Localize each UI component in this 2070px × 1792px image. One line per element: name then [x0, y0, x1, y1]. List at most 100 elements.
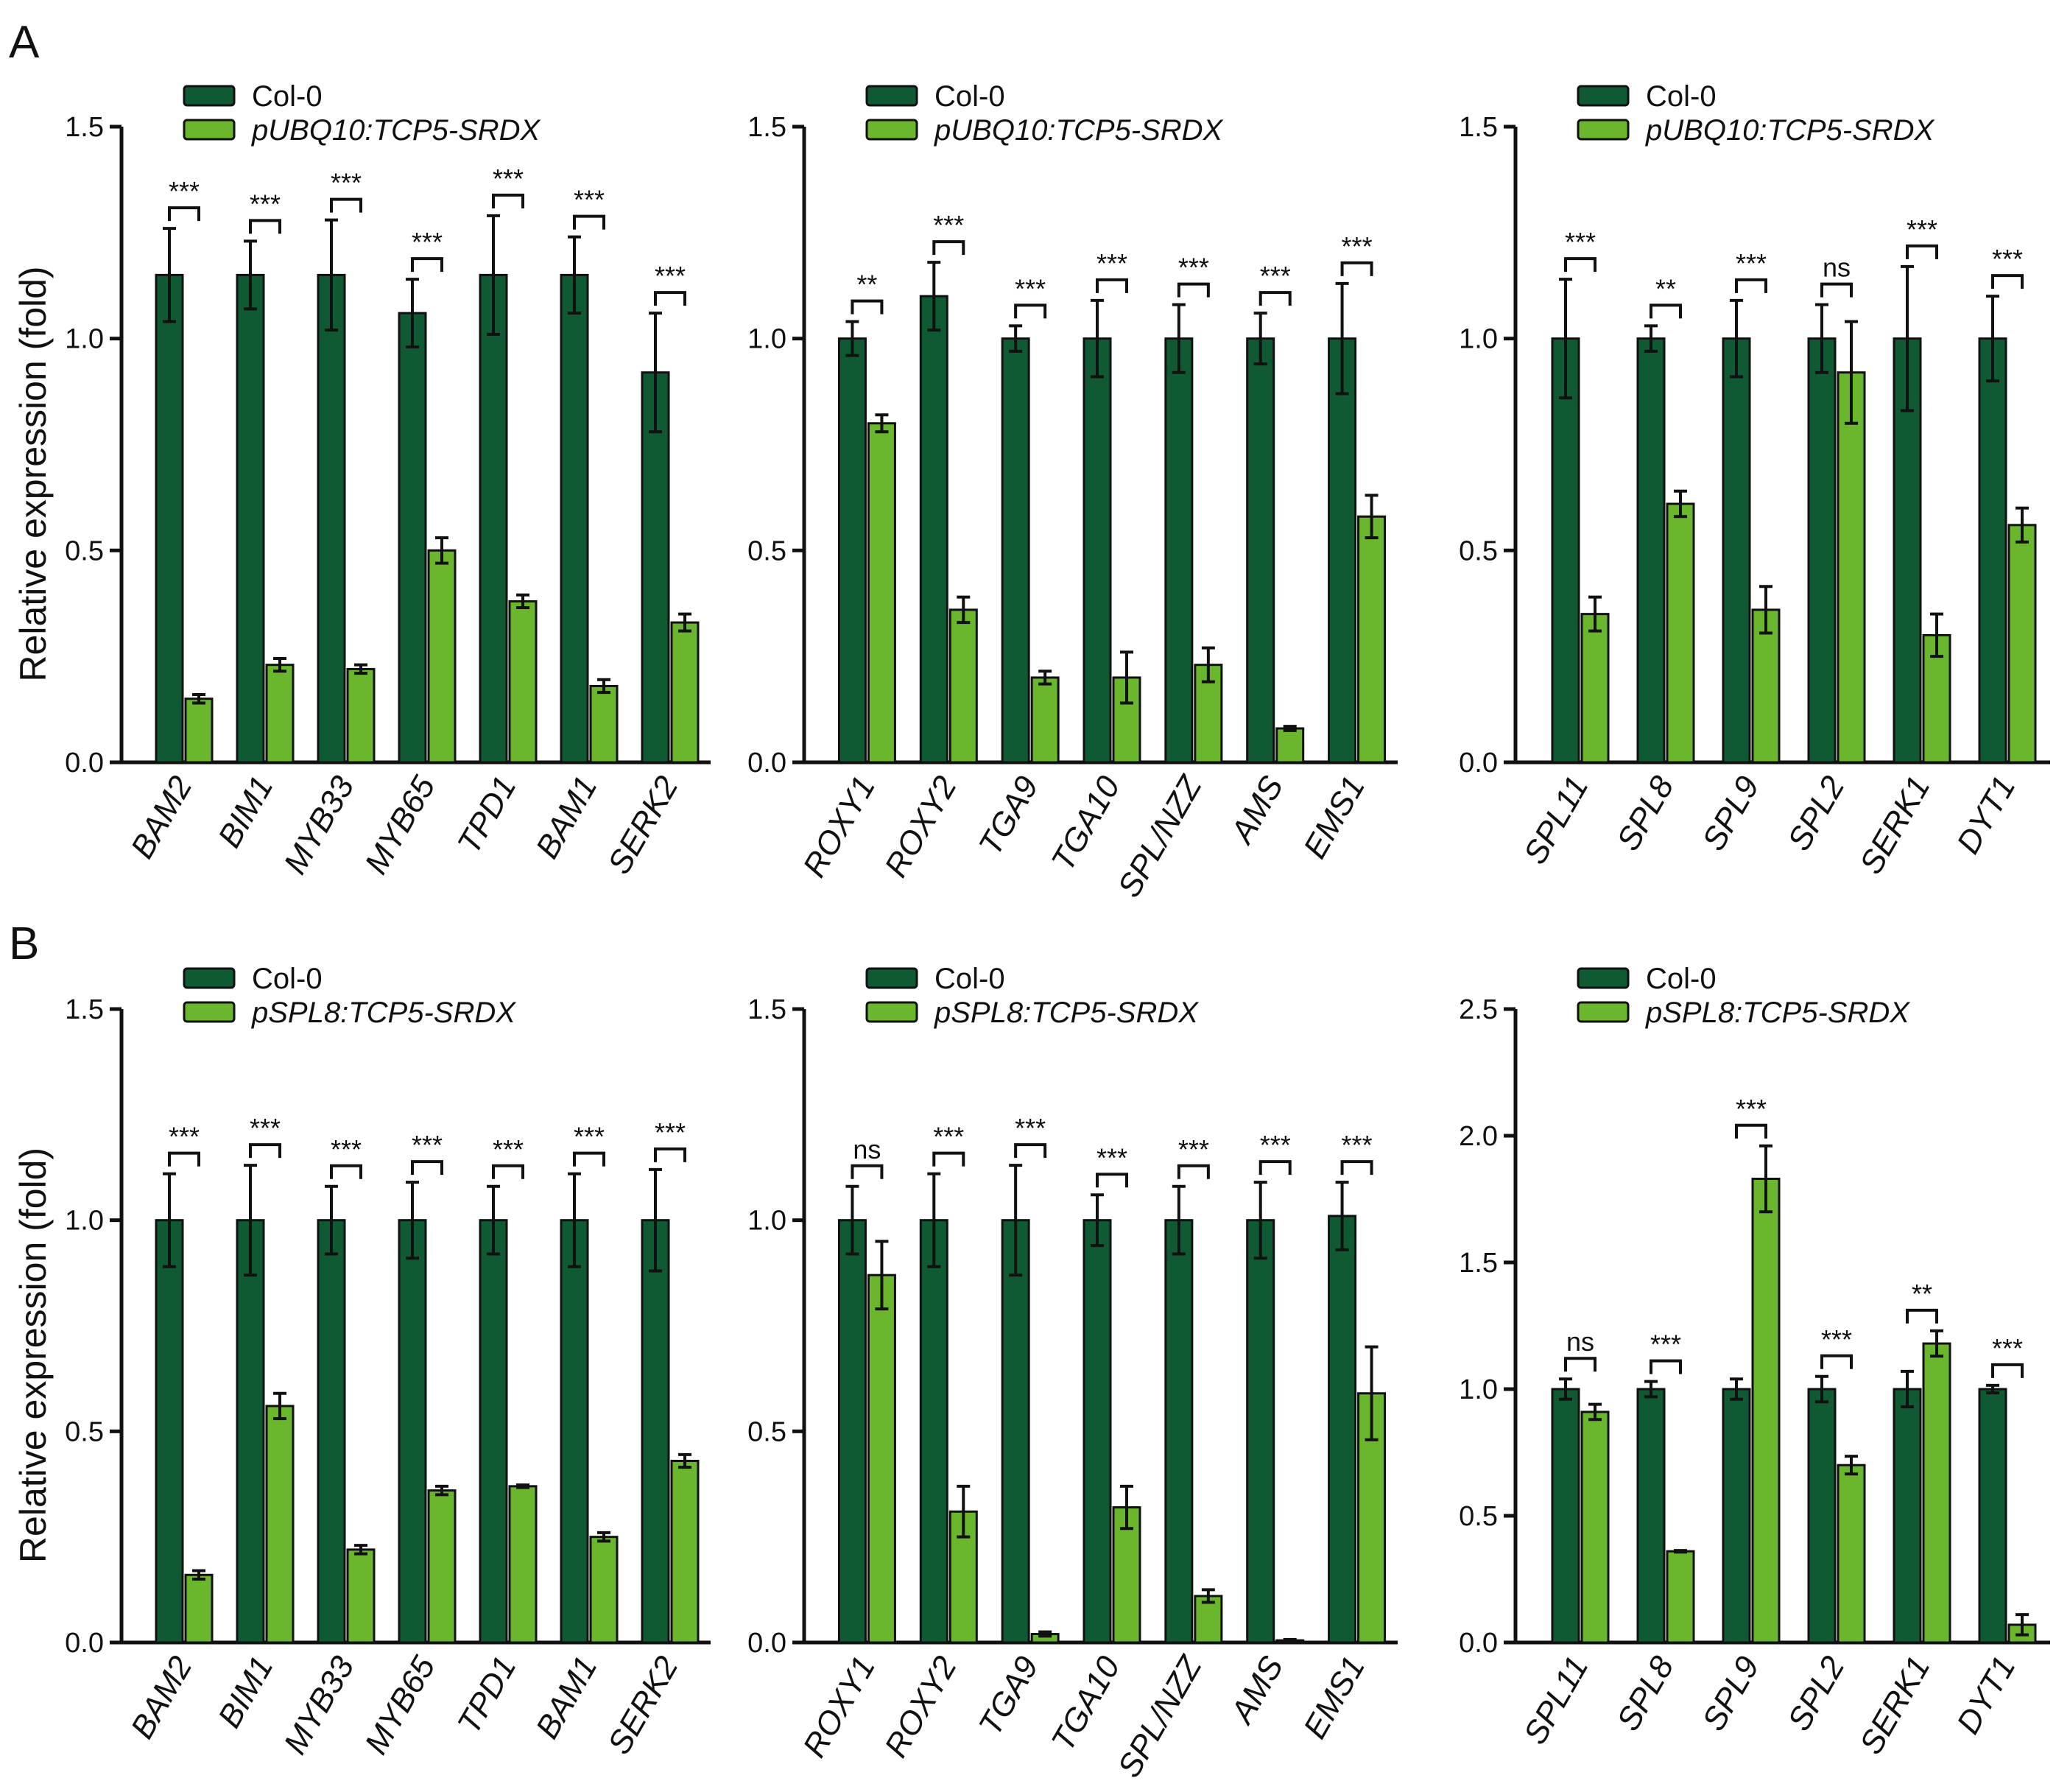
legend-label: pUBQ10:TCP5-SRDX — [251, 114, 541, 147]
significance-bracket — [411, 257, 443, 273]
category-label: ROXY1 — [796, 1651, 882, 1764]
bar-col0 — [479, 273, 508, 764]
significance-bracket — [1735, 278, 1767, 293]
chart-group: 0.0 0.5 1.0 1.5 Relative expression (fold) Co… — [13, 80, 2050, 1784]
category-label: DYT1 — [1950, 1651, 2023, 1740]
category-label: MYB33 — [277, 770, 362, 880]
bar-col0 — [1164, 337, 1194, 764]
y-tick-label: 0.0 — [1459, 1628, 1498, 1659]
bar-mutant — [589, 1536, 619, 1644]
bar-mutant — [1580, 613, 1610, 764]
significance-bracket — [1820, 282, 1853, 298]
bar-col0 — [1246, 1219, 1275, 1644]
category-label: TGA9 — [972, 770, 1046, 862]
y-tick-label: 1.0 — [1459, 1374, 1498, 1405]
bar-col0 — [1636, 337, 1666, 764]
legend-label: pUBQ10:TCP5-SRDX — [934, 114, 1224, 147]
bar-mutant — [867, 1273, 896, 1644]
category-label: EMS1 — [1297, 1651, 1372, 1745]
category-label: EMS1 — [1297, 770, 1372, 865]
y-tick-label: 1.0 — [1459, 324, 1498, 355]
bar-col0 — [1978, 1388, 2007, 1644]
legend-label: pSPL8:TCP5-SRDX — [251, 997, 516, 1029]
y-axis-title: Relative expression (fold) — [13, 266, 54, 681]
category-label: SPL9 — [1695, 1651, 1766, 1737]
y-axis-title: Relative expression (fold) — [13, 1148, 54, 1563]
bar-col0 — [236, 273, 265, 764]
legend-label: Col-0 — [252, 80, 323, 113]
bar-mutant — [1030, 676, 1060, 764]
bar-mutant — [1275, 727, 1305, 764]
significance-label: *** — [655, 261, 686, 291]
bar-col0 — [1722, 1388, 1751, 1644]
significance-bracket — [1258, 291, 1292, 306]
bar-col0 — [919, 295, 948, 764]
legend-swatch — [1577, 119, 1630, 141]
category-label: TGA9 — [972, 1651, 1046, 1742]
category-label: TGA10 — [1045, 1650, 1127, 1757]
legend-label: Col-0 — [934, 80, 1005, 113]
significance-label: *** — [1992, 1333, 2023, 1363]
significance-bracket — [1991, 274, 2024, 289]
bar-col0 — [398, 312, 427, 764]
significance-label: *** — [1260, 261, 1291, 291]
legend-label: Col-0 — [252, 963, 323, 995]
significance-bracket — [1650, 303, 1682, 319]
bar-mutant — [1666, 502, 1695, 764]
bar-col0 — [398, 1219, 427, 1644]
bar-col0 — [1636, 1388, 1666, 1644]
significance-label: ** — [1655, 273, 1676, 303]
y-tick-label: 1.0 — [65, 1206, 104, 1237]
significance-bracket — [932, 240, 965, 256]
legend-label: pSPL8:TCP5-SRDX — [1645, 997, 1910, 1029]
category-label: SPL11 — [1517, 770, 1596, 871]
category-label: MYB65 — [358, 1650, 443, 1760]
y-tick-label: 0.5 — [65, 535, 104, 566]
significance-label: ** — [1912, 1279, 1932, 1309]
bar-mutant — [589, 684, 619, 764]
bar-mutant — [508, 600, 538, 764]
bar-mutant — [265, 1405, 295, 1644]
significance-label: *** — [169, 1122, 200, 1152]
significance-label: *** — [493, 1134, 524, 1164]
y-tick-label: 1.0 — [65, 324, 104, 355]
significance-bracket — [330, 1164, 362, 1179]
significance-bracket — [1906, 244, 1938, 259]
category-label: SERK1 — [1853, 770, 1937, 880]
bar-mutant — [346, 1548, 376, 1644]
significance-label: *** — [933, 210, 964, 240]
category-label: SPL11 — [1517, 1651, 1596, 1751]
significance-label: *** — [1736, 1094, 1767, 1124]
bar-col0 — [1328, 1215, 1357, 1644]
bar-mutant — [1751, 1177, 1781, 1644]
bar-col0 — [1807, 337, 1837, 764]
significance-label: *** — [1015, 273, 1046, 303]
significance-bracket — [1564, 257, 1596, 273]
y-tick-label: 0.0 — [747, 1628, 786, 1659]
significance-bracket — [249, 219, 281, 234]
category-label: TPD1 — [451, 770, 524, 860]
significance-bracket — [1991, 1363, 2024, 1378]
panel-label-b: B — [9, 918, 39, 969]
bar-mutant — [427, 1489, 457, 1644]
category-label: SPL8 — [1610, 770, 1681, 857]
category-label: SPL2 — [1781, 770, 1851, 857]
significance-label: *** — [1096, 1142, 1127, 1173]
y-tick-label: 0.0 — [747, 748, 786, 779]
bar-mutant — [184, 1573, 214, 1644]
category-label: ROXY1 — [796, 770, 882, 884]
y-tick-label: 0.0 — [65, 748, 104, 779]
significance-label: *** — [1565, 227, 1596, 257]
bar-col0 — [1551, 1388, 1580, 1644]
significance-label: *** — [1992, 244, 2023, 274]
category-label: BAM1 — [529, 770, 604, 865]
significance-label: *** — [331, 168, 362, 198]
significance-bracket — [573, 1151, 605, 1167]
significance-label: ns — [1823, 253, 1851, 283]
significance-bracket — [1177, 1164, 1210, 1179]
significance-label: *** — [1342, 231, 1373, 261]
significance-label: *** — [1342, 1130, 1373, 1160]
significance-label: *** — [1096, 248, 1127, 278]
